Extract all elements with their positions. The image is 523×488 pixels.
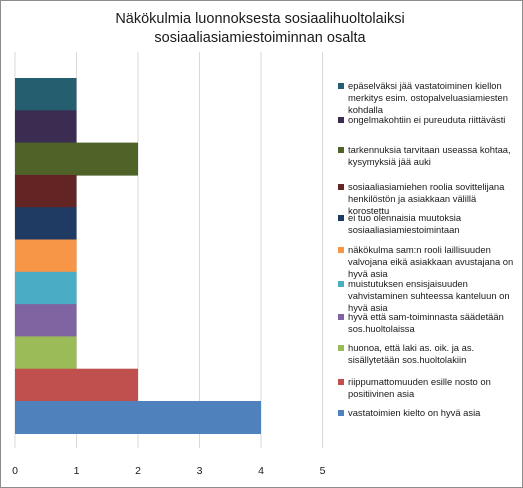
legend-item-8: hyvä että sam-toiminnasta säädetään sos.… — [338, 311, 516, 335]
legend-item-3: tarkennuksia tarvitaan useassa kohtaa, k… — [338, 144, 516, 168]
legend-swatch-3 — [338, 147, 344, 153]
legend-swatch-1 — [338, 83, 344, 89]
legend-swatch-10 — [338, 379, 344, 385]
x-tick-label-4: 4 — [258, 465, 264, 477]
legend-swatch-8 — [338, 314, 344, 320]
legend-item-10: riippumattomuuden esille nosto on positi… — [338, 376, 516, 400]
legend-swatch-11 — [338, 410, 344, 416]
bar-2 — [15, 110, 77, 144]
x-tick-label-1: 1 — [74, 465, 80, 477]
bar-10 — [15, 368, 138, 402]
bar-4 — [15, 174, 77, 208]
bar-3 — [15, 142, 138, 176]
legend-label-2: ongelmakohtiin ei pureuduta riittävästi — [348, 114, 506, 125]
legend-swatch-5 — [338, 215, 344, 221]
legend-item-1: epäselväksi jää vastatoiminen kiellon me… — [338, 80, 516, 117]
legend-label-10: riippumattomuuden esille nosto on positi… — [348, 376, 491, 400]
x-tick-label-3: 3 — [197, 465, 203, 477]
bar-1 — [15, 78, 77, 111]
legend-swatch-4 — [338, 184, 344, 190]
bar-7 — [15, 271, 77, 305]
bar-11 — [15, 401, 261, 434]
legend-label-7: muistutuksen ensisjaisuuden vahvistamine… — [348, 278, 510, 314]
legend-swatch-2 — [338, 117, 344, 123]
x-tick-label-5: 5 — [320, 465, 326, 477]
legend-swatch-6 — [338, 247, 344, 253]
legend-item-6: näkökulma sam:n rooli laillisuuden valvo… — [338, 244, 516, 281]
legend-item-5: ei tuo olennaisia muutoksia sosiaaliasia… — [338, 212, 516, 236]
bar-5 — [15, 207, 77, 241]
legend-item-11: vastatoimien kielto on hyvä asia — [338, 407, 516, 419]
x-tick-label-0: 0 — [12, 465, 18, 477]
legend-label-8: hyvä että sam-toiminnasta säädetään sos.… — [348, 311, 504, 335]
legend-label-9: huonoa, että laki as. oik. ja as. sisäll… — [348, 342, 475, 366]
legend-label-5: ei tuo olennaisia muutoksia sosiaaliasia… — [348, 212, 462, 236]
legend-label-3: tarkennuksia tarvitaan useassa kohtaa, k… — [348, 144, 511, 168]
bar-8 — [15, 304, 77, 338]
bar-6 — [15, 239, 77, 273]
legend-label-11: vastatoimien kielto on hyvä asia — [348, 407, 481, 418]
legend-item-9: huonoa, että laki as. oik. ja as. sisäll… — [338, 342, 516, 366]
legend-item-4: sosiaaliasiamiehen roolia sovittelijana … — [338, 181, 516, 218]
bar-9 — [15, 336, 77, 370]
legend-swatch-9 — [338, 345, 344, 351]
chart-title: Näkökulmia luonnoksesta sosiaalihuoltola… — [115, 11, 405, 46]
legend-label-6: näkökulma sam:n rooli laillisuuden valvo… — [348, 244, 514, 280]
x-tick-label-2: 2 — [135, 465, 141, 477]
legend-item-7: muistutuksen ensisjaisuuden vahvistamine… — [338, 278, 516, 315]
legend-swatch-7 — [338, 281, 344, 287]
legend-label-1: epäselväksi jää vastatoiminen kiellon me… — [348, 80, 508, 116]
legend-item-2: ongelmakohtiin ei pureuduta riittävästi — [338, 114, 516, 126]
legend-label-4: sosiaaliasiamiehen roolia sovittelijana … — [348, 181, 505, 217]
